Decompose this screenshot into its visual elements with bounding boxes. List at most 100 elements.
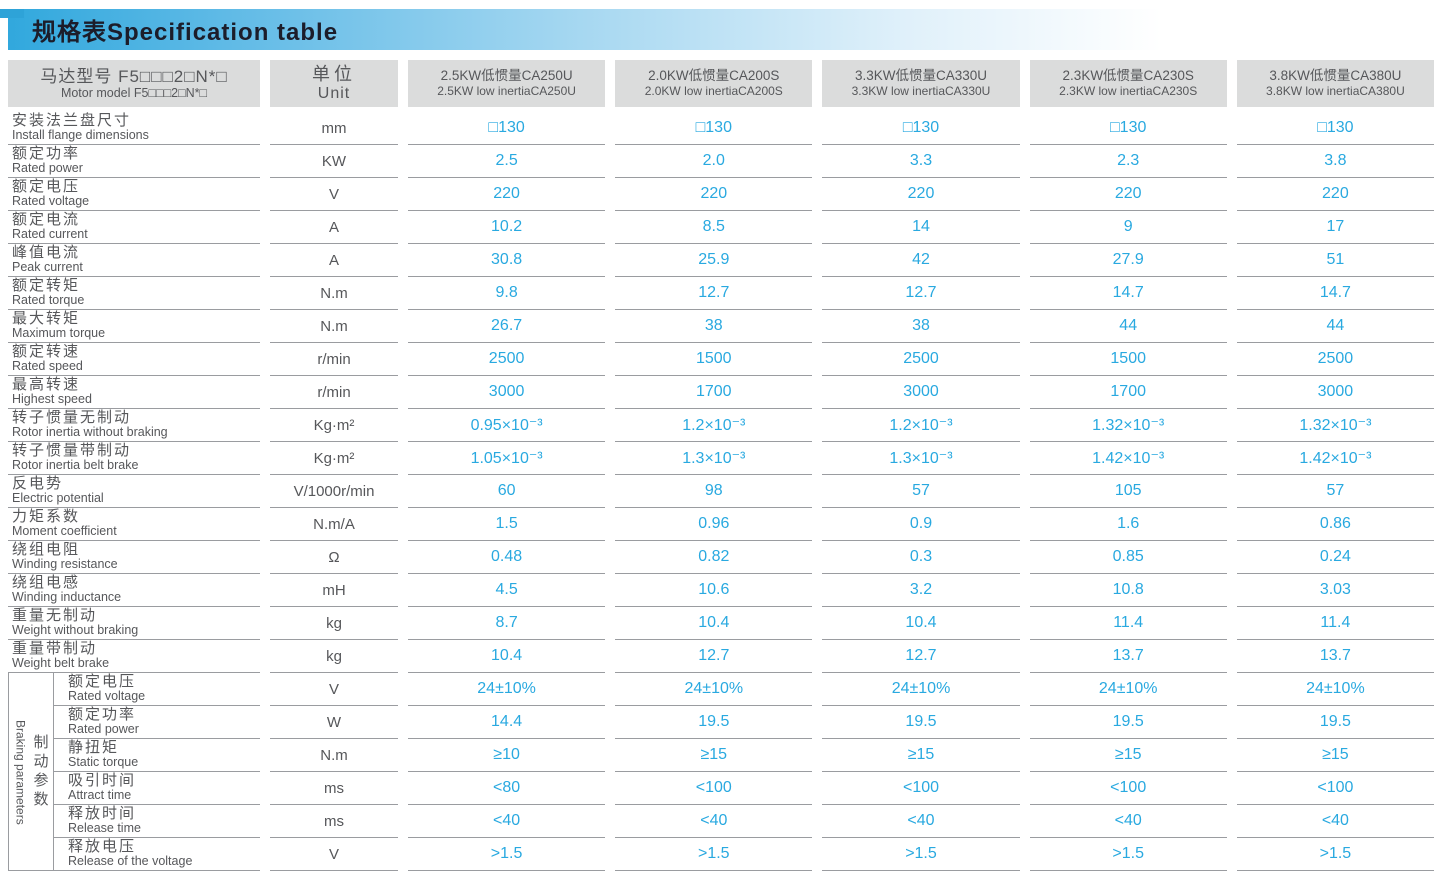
braking-section-strip: Braking parameters 制动参数 bbox=[8, 673, 54, 824]
braking-row-label-text: 额定电压 Rated voltage bbox=[54, 673, 260, 706]
row-label: 力矩系数 Moment coefficient bbox=[8, 508, 260, 541]
row-label: 绕组电阻 Winding resistance bbox=[8, 541, 260, 574]
spec-value: 1700 bbox=[1029, 376, 1227, 409]
spec-value: 2500 bbox=[408, 343, 606, 376]
unit-value: Kg·m² bbox=[270, 409, 398, 442]
spec-value: 10.4 bbox=[822, 607, 1020, 640]
row-label-zh: 额定功率 bbox=[12, 144, 81, 162]
braking-row-label-text: 静扭矩 Static torque bbox=[54, 739, 260, 772]
spec-value: 13.7 bbox=[1029, 640, 1227, 673]
column-header-en: 2.5KW low inertiaCA250U bbox=[437, 84, 576, 99]
row-label-en: Install flange dimensions bbox=[12, 128, 149, 143]
model-column-header-3: 3.3KW低惯量CA330U 3.3KW low inertiaCA330U bbox=[822, 60, 1020, 112]
row-label-zh: 绕组电阻 bbox=[12, 540, 81, 558]
spec-value: 1.3×10⁻³ bbox=[822, 442, 1020, 475]
spec-value: >1.5 bbox=[1029, 838, 1227, 871]
row-label-en: Weight belt brake bbox=[12, 656, 110, 671]
braking-label-en: Braking parameters bbox=[13, 719, 28, 825]
spec-value: >1.5 bbox=[822, 838, 1020, 871]
row-label-zh: 最大转矩 bbox=[12, 309, 81, 327]
motor-model-header-en: Motor model F5□□□2□N*□ bbox=[60, 86, 208, 101]
row-label: 最高转速 Highest speed bbox=[8, 376, 260, 409]
spec-value: >1.5 bbox=[408, 838, 606, 871]
spec-value: 1.5 bbox=[408, 508, 606, 541]
row-label-en: Winding inductance bbox=[12, 590, 122, 605]
row-label: 额定电流 Rated current bbox=[8, 211, 260, 244]
row-label-zh: 安装法兰盘尺寸 bbox=[12, 111, 132, 129]
row-label-en: Rotor inertia without braking bbox=[12, 425, 168, 440]
spec-value: 0.3 bbox=[822, 541, 1020, 574]
spec-value: 38 bbox=[822, 310, 1020, 343]
row-label-en: Static torque bbox=[68, 755, 139, 770]
spec-value: 19.5 bbox=[1236, 706, 1434, 739]
unit-value: ms bbox=[270, 772, 398, 805]
spec-value: 1.2×10⁻³ bbox=[822, 409, 1020, 442]
row-label-en: Rated power bbox=[68, 722, 139, 737]
spec-value: 25.9 bbox=[615, 244, 813, 277]
spec-value: 14 bbox=[822, 211, 1020, 244]
column-header-en: 2.3KW low inertiaCA230S bbox=[1059, 84, 1198, 99]
unit-value: V bbox=[270, 673, 398, 706]
braking-vertical-label: Braking parameters 制动参数 bbox=[9, 673, 55, 871]
row-label: 额定功率 Rated power bbox=[8, 145, 260, 178]
braking-section-strip bbox=[8, 739, 54, 772]
spec-value: <100 bbox=[1236, 772, 1434, 805]
column-header-zh: 2.3KW低惯量CA230S bbox=[1062, 67, 1194, 83]
model-column-header-ca230s: 2.3KW低惯量CA230S 2.3KW low inertiaCA230S bbox=[1029, 60, 1227, 107]
spec-value: 9.8 bbox=[408, 277, 606, 310]
unit-value: kg bbox=[270, 640, 398, 673]
braking-section-strip bbox=[8, 772, 54, 805]
spec-value: 2500 bbox=[1236, 343, 1434, 376]
row-label-en: Moment coefficient bbox=[12, 524, 117, 539]
row-label-zh: 额定转速 bbox=[12, 342, 81, 360]
spec-value: □130 bbox=[1029, 112, 1227, 145]
spec-value: 57 bbox=[1236, 475, 1434, 508]
model-column-header-2: 2.0KW低惯量CA200S 2.0KW low inertiaCA200S bbox=[615, 60, 813, 112]
spec-value: 11.4 bbox=[1029, 607, 1227, 640]
spec-value: 1.42×10⁻³ bbox=[1029, 442, 1227, 475]
spec-value: 51 bbox=[1236, 244, 1434, 277]
spec-value: 220 bbox=[822, 178, 1020, 211]
row-label-en: Highest speed bbox=[12, 392, 92, 407]
spec-value: 14.7 bbox=[1236, 277, 1434, 310]
spec-value: 30.8 bbox=[408, 244, 606, 277]
spec-value: <40 bbox=[1029, 805, 1227, 838]
corner-accent-bar bbox=[0, 9, 24, 18]
unit-value: W bbox=[270, 706, 398, 739]
spec-value: 24±10% bbox=[1236, 673, 1434, 706]
row-label-zh: 反电势 bbox=[12, 474, 64, 492]
spec-value: 0.48 bbox=[408, 541, 606, 574]
braking-section-strip bbox=[8, 838, 54, 871]
spec-value: 0.96 bbox=[615, 508, 813, 541]
row-label-en: Rated current bbox=[12, 227, 88, 242]
spec-value: 220 bbox=[615, 178, 813, 211]
row-label-zh: 最高转速 bbox=[12, 375, 81, 393]
row-label-zh: 力矩系数 bbox=[12, 507, 81, 525]
spec-value: 10.6 bbox=[615, 574, 813, 607]
row-label-en: Weight without braking bbox=[12, 623, 139, 638]
motor-model-header-cell: 马达型号 F5□□□2□N*□ Motor model F5□□□2□N*□ bbox=[8, 60, 260, 112]
spec-value: 0.86 bbox=[1236, 508, 1434, 541]
spec-value: 1.05×10⁻³ bbox=[408, 442, 606, 475]
unit-header-en: Unit bbox=[317, 84, 351, 102]
unit-value: Ω bbox=[270, 541, 398, 574]
unit-value: Kg·m² bbox=[270, 442, 398, 475]
spec-value: 8.5 bbox=[615, 211, 813, 244]
row-label-en: Rated voltage bbox=[12, 194, 90, 209]
column-header-en: 3.8KW low inertiaCA380U bbox=[1266, 84, 1405, 99]
spec-value: □130 bbox=[822, 112, 1020, 145]
spec-value: 27.9 bbox=[1029, 244, 1227, 277]
braking-row-label: 静扭矩 Static torque bbox=[8, 739, 260, 772]
braking-row-label-text: 释放电压 Release of the voltage bbox=[54, 838, 260, 871]
spec-value: <100 bbox=[822, 772, 1020, 805]
spec-value: ≥15 bbox=[822, 739, 1020, 772]
row-label: 最大转矩 Maximum torque bbox=[8, 310, 260, 343]
spec-value: 14.7 bbox=[1029, 277, 1227, 310]
spec-value: 3000 bbox=[1236, 376, 1434, 409]
row-label-zh: 重量带制动 bbox=[12, 639, 98, 657]
row-label-en: Attract time bbox=[68, 788, 132, 803]
spec-value: <40 bbox=[408, 805, 606, 838]
spec-value: 1.2×10⁻³ bbox=[615, 409, 813, 442]
spec-value: □130 bbox=[408, 112, 606, 145]
braking-label-zh: 制动参数 bbox=[31, 734, 49, 810]
